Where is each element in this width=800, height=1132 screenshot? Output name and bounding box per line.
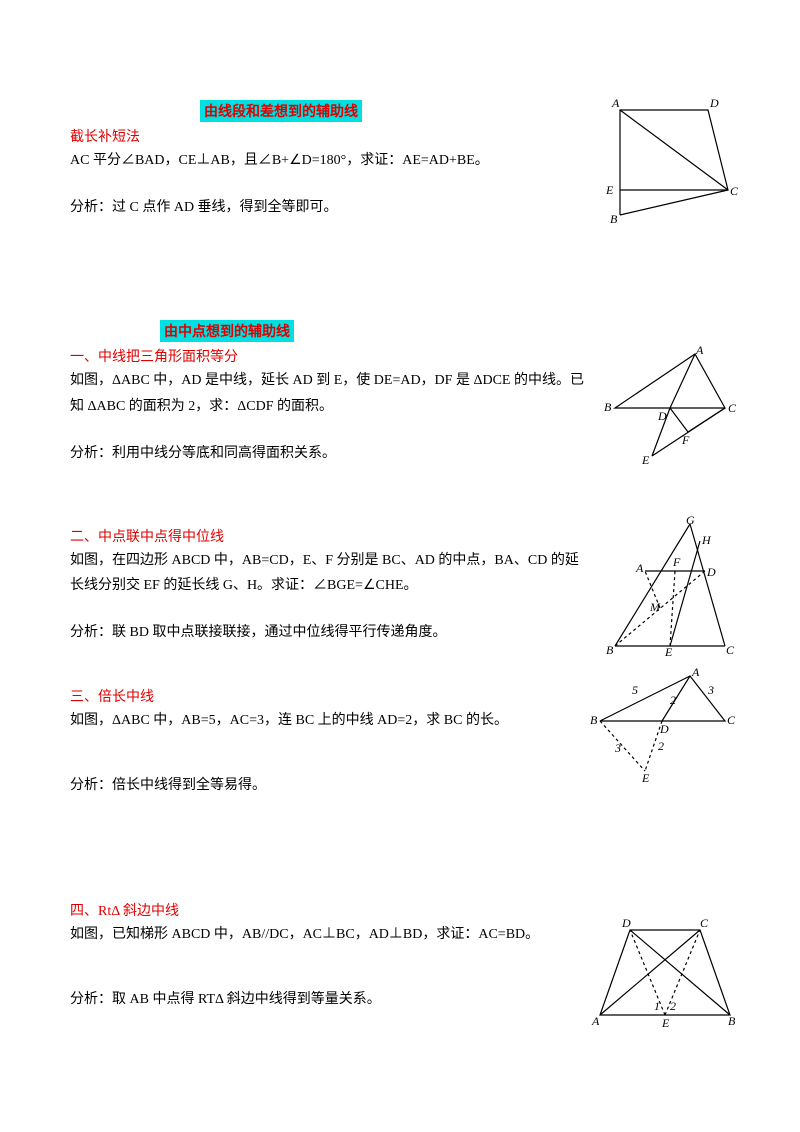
svg-text:5: 5 bbox=[632, 683, 638, 697]
figure-1: A D E C B bbox=[600, 95, 740, 230]
svg-text:M: M bbox=[649, 600, 661, 614]
section-midsegment: 二、中点联中点得中位线 如图，在四边形 ABCD 中，AB=CD，E、F 分别是… bbox=[70, 526, 730, 646]
svg-text:2: 2 bbox=[670, 693, 676, 707]
svg-text:A: A bbox=[591, 1014, 600, 1028]
svg-text:C: C bbox=[730, 184, 739, 198]
svg-text:D: D bbox=[706, 565, 716, 579]
svg-text:A: A bbox=[691, 666, 700, 679]
svg-text:G: G bbox=[686, 516, 695, 527]
svg-text:C: C bbox=[726, 643, 735, 657]
sub3-problem: 如图，ΔABC 中，AB=5，AC=3，连 BC 上的中线 AD=2，求 BC … bbox=[70, 708, 590, 733]
section1-analysis: 分析：过 C 点作 AD 垂线，得到全等即可。 bbox=[70, 195, 590, 220]
svg-text:A: A bbox=[611, 96, 620, 110]
svg-text:D: D bbox=[621, 916, 631, 930]
svg-text:F: F bbox=[672, 555, 681, 569]
svg-text:A: A bbox=[635, 561, 644, 575]
sub2-problem: 如图，在四边形 ABCD 中，AB=CD，E、F 分别是 BC、AD 的中点，B… bbox=[70, 548, 590, 598]
svg-text:C: C bbox=[728, 401, 737, 415]
sub1-analysis: 分析：利用中线分等底和同高得面积关系。 bbox=[70, 441, 590, 466]
sub1-problem: 如图，ΔABC 中，AD 是中线，延长 AD 到 E，使 DE=AD，DF 是 … bbox=[70, 368, 590, 418]
svg-text:E: E bbox=[661, 1016, 670, 1030]
svg-text:E: E bbox=[664, 645, 673, 659]
svg-text:B: B bbox=[604, 400, 612, 414]
section2-title: 由中点想到的辅助线 bbox=[160, 320, 294, 342]
svg-text:D: D bbox=[657, 409, 667, 423]
section1-problem: AC 平分∠BAD，CE⊥AB，且∠B+∠D=180°，求证：AE=AD+BE。 bbox=[70, 148, 590, 173]
svg-text:B: B bbox=[606, 643, 614, 657]
figure-5: D C A B E 1 2 bbox=[590, 915, 740, 1030]
svg-text:E: E bbox=[605, 183, 614, 197]
section-double-median: 三、倍长中线 如图，ΔABC 中，AB=5，AC=3，连 BC 上的中线 AD=… bbox=[70, 686, 730, 798]
sub3-head: 三、倍长中线 bbox=[70, 686, 590, 706]
sub4-problem: 如图，已知梯形 ABCD 中，AB//DC，AC⊥BC，AD⊥BD，求证：AC=… bbox=[70, 922, 590, 947]
svg-text:E: E bbox=[641, 453, 650, 467]
section-median-area: 一、中线把三角形面积等分 如图，ΔABC 中，AD 是中线，延长 AD 到 E，… bbox=[70, 346, 730, 466]
svg-text:A: A bbox=[695, 346, 704, 357]
svg-text:C: C bbox=[700, 916, 709, 930]
svg-text:E: E bbox=[641, 771, 650, 785]
sub3-analysis: 分析：倍长中线得到全等易得。 bbox=[70, 773, 590, 798]
svg-text:B: B bbox=[590, 713, 598, 727]
svg-text:B: B bbox=[610, 212, 618, 226]
svg-text:D: D bbox=[659, 722, 669, 736]
svg-text:3: 3 bbox=[707, 683, 714, 697]
sub1-head: 一、中线把三角形面积等分 bbox=[70, 346, 590, 366]
sub2-head: 二、中点联中点得中位线 bbox=[70, 526, 590, 546]
svg-text:2: 2 bbox=[670, 999, 676, 1013]
figure-2: A B C D F E bbox=[600, 346, 740, 476]
svg-text:B: B bbox=[728, 1014, 736, 1028]
svg-text:2: 2 bbox=[658, 739, 664, 753]
sub4-analysis: 分析：取 AB 中点得 RTΔ 斜边中线得到等量关系。 bbox=[70, 987, 590, 1012]
figure-3: G H A F D M B E C bbox=[600, 516, 740, 661]
section-rt-hypotenuse-median: 四、RtΔ 斜边中线 如图，已知梯形 ABCD 中，AB//DC，AC⊥BC，A… bbox=[70, 900, 730, 1012]
section1-subhead: 截长补短法 bbox=[70, 126, 590, 146]
sub4-head: 四、RtΔ 斜边中线 bbox=[70, 900, 590, 920]
svg-text:H: H bbox=[701, 533, 712, 547]
figure-4: A B C D E 5 3 2 3 2 bbox=[590, 666, 740, 791]
svg-text:1: 1 bbox=[654, 999, 660, 1013]
svg-text:F: F bbox=[681, 433, 690, 447]
svg-text:C: C bbox=[727, 713, 736, 727]
svg-text:3: 3 bbox=[614, 741, 621, 755]
section1-title: 由线段和差想到的辅助线 bbox=[200, 100, 362, 122]
section-segment-sum-diff: 由线段和差想到的辅助线 截长补短法 AC 平分∠BAD，CE⊥AB，且∠B+∠D… bbox=[70, 100, 730, 220]
sub2-analysis: 分析：联 BD 取中点联接联接，通过中位线得平行传递角度。 bbox=[70, 620, 590, 645]
svg-text:D: D bbox=[709, 96, 719, 110]
